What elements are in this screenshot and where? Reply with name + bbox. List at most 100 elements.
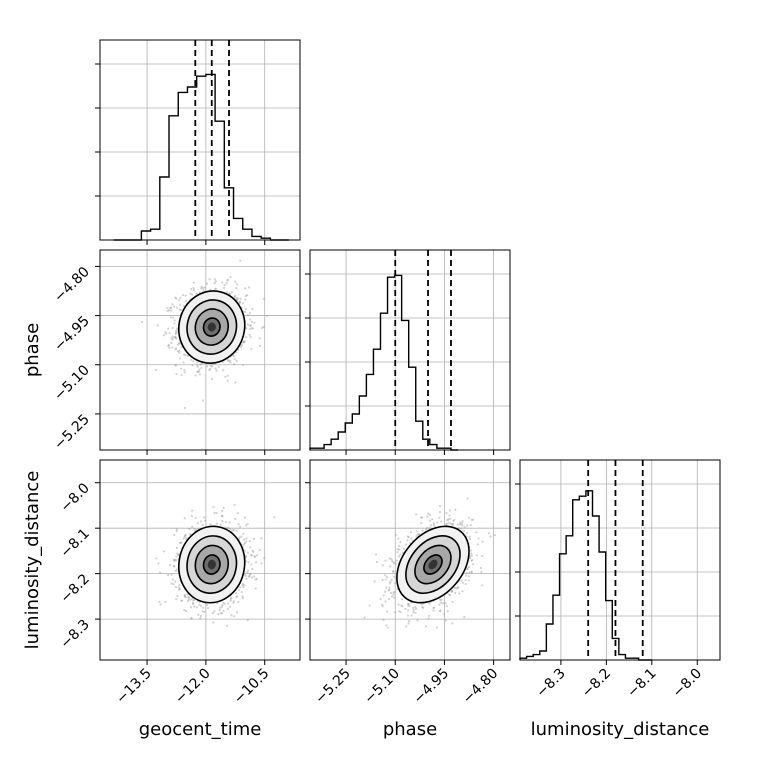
scatter-point (236, 512, 239, 515)
scatter-point (192, 602, 195, 605)
scatter-point (244, 308, 247, 311)
x-tick-label: −5.25 (312, 666, 354, 708)
scatter-point (250, 326, 253, 330)
scatter-point (455, 587, 458, 590)
scatter-point (170, 582, 173, 585)
scatter-point (392, 593, 395, 596)
scatter-point (393, 596, 396, 599)
scatter-point (425, 528, 428, 531)
scatter-point (451, 622, 454, 625)
scatter-point (175, 528, 178, 531)
scatter-point (174, 585, 177, 589)
scatter-point (242, 340, 246, 343)
scatter-point (249, 328, 252, 331)
scatter-point (250, 576, 254, 579)
scatter-point (222, 286, 226, 290)
scatter-point (457, 527, 460, 530)
scatter-point (443, 612, 446, 616)
scatter-point (215, 369, 218, 372)
scatter-point (404, 543, 408, 546)
scatter-point (198, 368, 201, 371)
scatter-point (385, 610, 389, 613)
scatter-point (178, 351, 181, 354)
scatter-point (255, 554, 259, 557)
scatter-point (170, 341, 173, 344)
scatter-point (235, 287, 238, 290)
scatter-point (226, 374, 229, 377)
y-tick-label: −8.0 (57, 480, 92, 515)
scatter-point (201, 606, 205, 609)
scatter-point (208, 367, 212, 370)
scatter-point (221, 604, 224, 607)
scatter-point (195, 292, 198, 295)
scatter-point (396, 547, 399, 551)
scatter-point (244, 574, 247, 577)
scatter-point (249, 546, 252, 549)
scatter-point (479, 566, 483, 570)
scatter-point (212, 621, 215, 624)
scatter-point (162, 550, 166, 553)
scatter-point (469, 537, 472, 541)
scatter-point (458, 521, 461, 524)
x-tick-label: −5.10 (361, 666, 403, 708)
scatter-point (481, 584, 484, 587)
scatter-point (465, 571, 468, 574)
scatter-point (230, 596, 233, 600)
scatter-point (246, 314, 250, 317)
scatter-point (249, 318, 252, 321)
scatter-point (221, 520, 224, 523)
scatter-point (184, 533, 187, 537)
scatter-point (248, 333, 251, 337)
scatter-point (173, 533, 176, 536)
scatter-point (217, 365, 220, 368)
scatter-point (192, 281, 195, 284)
scatter-point (408, 604, 411, 607)
scatter-point (237, 600, 240, 604)
scatter-point (182, 293, 185, 297)
scatter-point (199, 363, 202, 366)
scatter-point (247, 286, 251, 289)
scatter-point (421, 605, 424, 609)
scatter-point (209, 523, 212, 526)
scatter-point (191, 293, 194, 296)
scatter-point (420, 522, 423, 525)
scatter-point (241, 302, 244, 305)
scatter-point (239, 525, 242, 528)
scatter-point (246, 619, 249, 622)
scatter-point (428, 526, 431, 529)
scatter-point (175, 329, 178, 332)
scatter-point (202, 288, 205, 292)
scatter-point (475, 531, 478, 534)
scatter-point (167, 573, 170, 577)
scatter-point (220, 612, 224, 615)
scatter-point (175, 337, 178, 340)
scatter-point (174, 558, 178, 562)
scatter-point (236, 297, 239, 300)
scatter-point (471, 559, 474, 562)
scatter-point (180, 308, 183, 312)
scatter-point (214, 280, 217, 283)
scatter-point (456, 523, 459, 526)
scatter-point (394, 611, 397, 614)
scatter-point (470, 518, 473, 521)
scatter-point (464, 579, 467, 582)
scatter-point (415, 530, 418, 533)
scatter-point (172, 583, 175, 586)
scatter-point (431, 518, 434, 521)
scatter-point (412, 608, 415, 612)
scatter-point (156, 324, 159, 327)
scatter-point (232, 600, 235, 603)
scatter-point (470, 571, 474, 574)
scatter-point (194, 516, 197, 520)
x-axis-title: luminosity_distance (531, 719, 710, 740)
scatter-point (477, 537, 480, 540)
scatter-point (254, 578, 257, 581)
scatter-point (235, 595, 238, 599)
scatter-point (183, 369, 186, 372)
scatter-point (173, 319, 176, 322)
scatter-point (192, 360, 195, 363)
scatter-point (444, 619, 447, 622)
scatter-point (205, 282, 209, 285)
scatter-point (223, 283, 226, 287)
scatter-point (240, 345, 243, 348)
